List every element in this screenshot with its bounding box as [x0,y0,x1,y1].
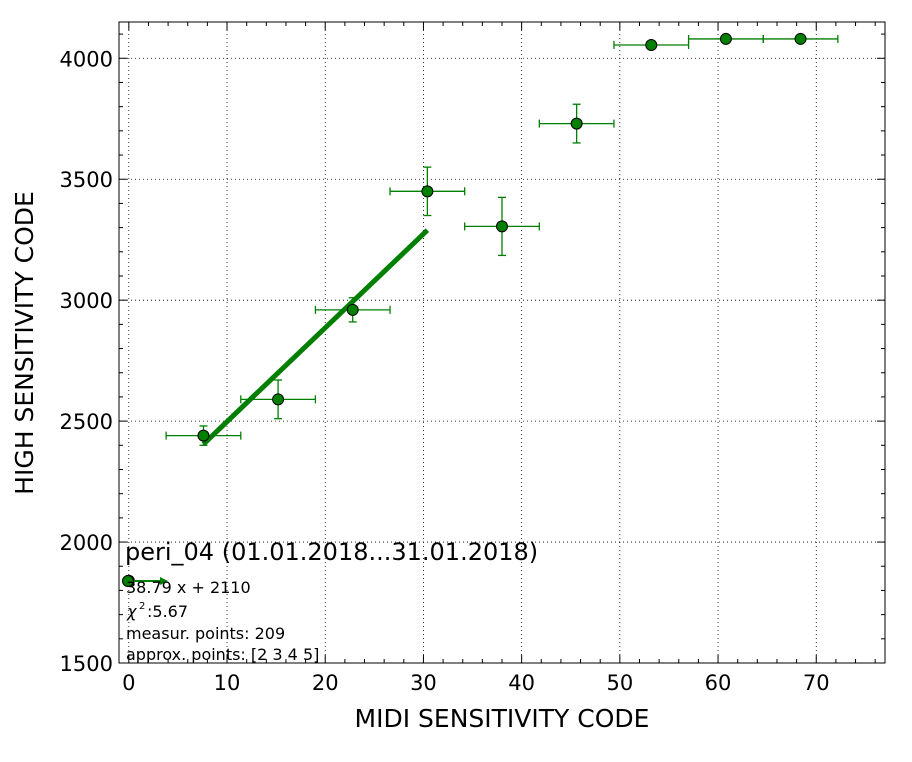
legend-title: peri_04 (01.01.2018...31.01.2018) [125,538,538,566]
data-point [496,220,508,233]
data-point [346,303,359,316]
data-point [570,117,583,130]
legend: peri_04 (01.01.2018...31.01.2018) 38.79 … [122,538,538,664]
data-point [197,429,210,442]
x-tick-label: 50 [606,671,633,695]
grid-lines [119,22,885,664]
legend-chi2-label: :5.67 [147,602,188,621]
y-tick-label: 3000 [60,289,113,313]
data-point [421,185,434,198]
data-point [794,32,807,45]
y-tick-label: 2500 [60,410,113,434]
x-tick-label: 0 [122,671,135,695]
data-point [272,393,285,406]
fit-line-group [201,228,430,446]
x-tick-label: 70 [803,671,830,695]
y-tick-label: 3500 [60,168,113,192]
x-axis-label: MIDI SENSITIVITY CODE [355,704,650,733]
legend-measur-label: measur. points: 209 [126,624,285,643]
x-tick-label: 60 [705,671,732,695]
legend-chi2-symbol: χ [126,602,137,621]
legend-approx-label: approx. points: [2 3 4 5] [126,645,319,664]
y-tick-label: 2000 [60,531,113,555]
fit-line [201,228,430,446]
x-tick-label: 20 [312,671,339,695]
legend-fit-label: 38.79 x + 2110 [126,578,251,597]
legend-arrow-head [160,577,168,585]
x-tick-label: 10 [214,671,241,695]
legend-chi2-exponent: 2 [139,601,145,612]
y-tick-label: 1500 [60,652,113,676]
y-axis-label: HIGH SENSITIVITY CODE [10,191,39,495]
data-point [645,38,658,51]
data-point [719,32,732,45]
legend-marker [122,575,134,587]
x-tick-label: 30 [410,671,437,695]
y-tick-label: 4000 [60,47,113,71]
x-tick-label: 40 [508,671,535,695]
tick-labels: 0 10 20 30 40 50 60 70 1500 2000 2500 3000 3500 4000 [60,47,830,695]
plot-area-frame [118,21,886,664]
